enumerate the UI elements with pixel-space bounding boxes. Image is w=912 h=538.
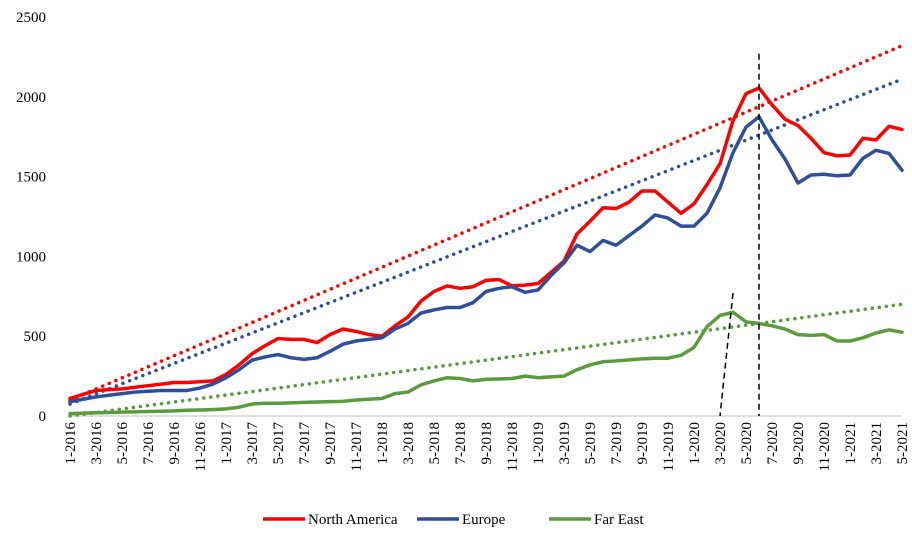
- x-tick-label: 9-2016: [167, 422, 183, 465]
- x-tick-label: 11-2018: [505, 422, 521, 471]
- x-tick-label: 11-2020: [817, 422, 833, 471]
- x-tick-label: 1-2016: [63, 422, 79, 465]
- legend-item-north-america: North America: [263, 512, 398, 528]
- x-tick-label: 7-2020: [765, 422, 781, 465]
- trendlines: [68, 43, 904, 418]
- x-tick-label: 3-2021: [869, 422, 885, 465]
- reference-lines: [719, 53, 760, 417]
- x-tick-label: 3-2017: [245, 422, 261, 465]
- x-tick-label: 1-2017: [219, 422, 235, 465]
- x-tick-label: 11-2019: [661, 422, 677, 471]
- y-tick-label: 2500: [16, 10, 46, 26]
- y-axis: 0 500 1000 1500 2000 2500: [16, 10, 46, 425]
- x-tick-label: 5-2018: [427, 422, 443, 465]
- y-tick-label: 1500: [16, 170, 46, 186]
- x-tick-label: 5-2017: [271, 422, 287, 465]
- y-tick-label: 0: [39, 409, 47, 425]
- x-tick-label: 3-2018: [401, 422, 417, 465]
- x-tick-label: 5-2019: [583, 422, 599, 465]
- x-tick-label: 9-2018: [479, 422, 495, 465]
- x-tick-label: 3-2016: [89, 422, 105, 465]
- x-tick-label: 3-2019: [557, 422, 573, 465]
- x-tick-label: 7-2016: [141, 422, 157, 465]
- x-tick-label: 3-2020: [713, 422, 729, 465]
- x-tick-label: 11-2017: [349, 422, 365, 472]
- trendline-far-east: [68, 302, 904, 418]
- x-tick-label: 7-2017: [297, 422, 313, 465]
- x-tick-label: 7-2019: [609, 422, 625, 465]
- y-tick-label: 1000: [16, 249, 46, 265]
- x-tick-label: 9-2017: [323, 422, 339, 465]
- series-line-far-east: [68, 310, 904, 416]
- x-tick-label: 7-2018: [453, 422, 469, 465]
- x-tick-label: 5-2021: [895, 422, 911, 465]
- series-line-europe: [68, 115, 904, 404]
- x-tick-label: 11-2016: [193, 422, 209, 472]
- x-tick-label: 9-2019: [635, 422, 651, 465]
- legend: North America Europe Far East: [263, 512, 644, 528]
- trendline-europe: [68, 77, 904, 406]
- y-tick-label: 2000: [16, 90, 46, 106]
- legend-label: Far East: [594, 512, 644, 528]
- x-tick-label: 9-2020: [791, 422, 807, 465]
- y-tick-label: 500: [24, 329, 47, 345]
- reference-line-1: [719, 293, 734, 417]
- x-tick-label: 5-2016: [115, 422, 131, 465]
- legend-item-europe: Europe: [417, 512, 506, 528]
- legend-label: North America: [308, 512, 398, 528]
- series-lines: [68, 86, 904, 416]
- x-axis: 1-2016 3-2016 5-2016 7-2016 9-2016 11-2016 1-2…: [63, 415, 911, 472]
- x-tick-label: 1-2018: [375, 422, 391, 465]
- trendline-north-america: [68, 43, 904, 402]
- legend-item-far-east: Far East: [549, 512, 644, 528]
- x-tick-label: 1-2020: [687, 422, 703, 465]
- legend-label: Europe: [462, 512, 506, 528]
- series-line-north-america: [68, 86, 904, 401]
- x-tick-label: 1-2021: [843, 422, 859, 465]
- x-tick-label: 5-2020: [739, 422, 755, 465]
- x-tick-label: 1-2019: [531, 422, 547, 465]
